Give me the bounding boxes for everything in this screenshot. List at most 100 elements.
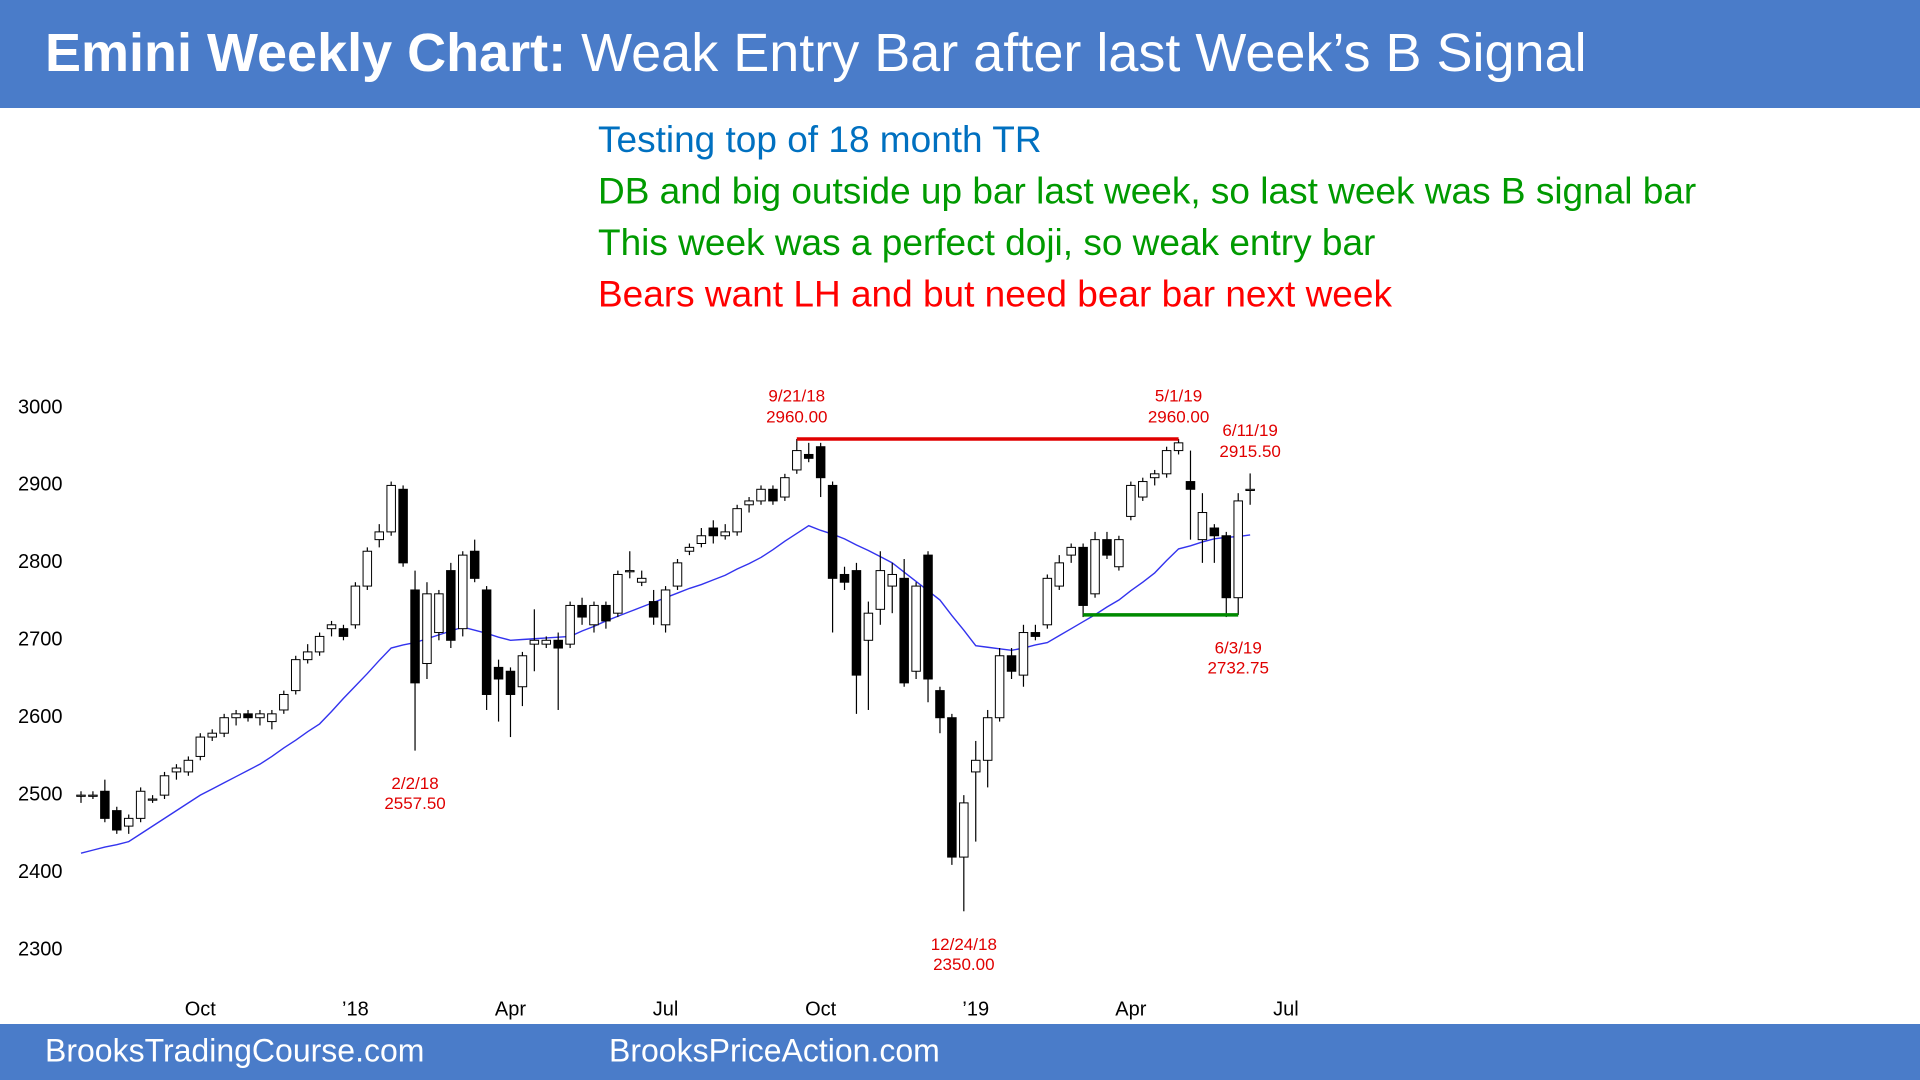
candle-body	[267, 713, 277, 723]
candle-body	[863, 612, 874, 641]
candle-body	[684, 546, 695, 552]
y-tick-label: 2500	[18, 783, 63, 805]
candle-body	[279, 693, 289, 711]
candle-body	[362, 550, 373, 587]
note: This week was a perfect doji, so weak en…	[598, 222, 1375, 263]
candle-body	[517, 655, 528, 688]
candle-body	[290, 659, 301, 692]
y-tick-label: 2300	[18, 938, 63, 960]
y-tick-label: 2400	[18, 861, 63, 883]
candle-body	[422, 593, 432, 665]
candle-body	[553, 639, 563, 649]
candle-body	[756, 488, 766, 502]
candle-body	[1197, 512, 1208, 541]
candle-body	[1018, 632, 1029, 676]
candle-body	[195, 736, 206, 757]
y-tick-label: 2700	[18, 629, 63, 651]
annotation-price: 2557.50	[384, 794, 445, 813]
note: Bears want LH and but need bear bar next…	[598, 273, 1392, 314]
candle-body	[493, 666, 504, 680]
candle-body	[1054, 562, 1065, 587]
annotation-price: 2732.75	[1207, 658, 1268, 677]
candle-body	[1090, 539, 1100, 595]
candle-body	[100, 790, 110, 819]
candle-body	[76, 794, 86, 797]
candle-body	[803, 453, 814, 459]
x-tick-label: ’18	[342, 998, 369, 1020]
candle-body	[171, 767, 182, 773]
annotation-price: 2960.00	[1148, 407, 1209, 426]
note: Testing top of 18 month TR	[598, 119, 1042, 160]
candle-body	[601, 604, 611, 622]
candle-body	[123, 817, 134, 827]
candle-body	[1102, 539, 1112, 556]
candle-body	[792, 450, 802, 471]
title-rest: Weak Entry Bar after last Week’s B Signa…	[566, 23, 1586, 83]
candle-body	[589, 604, 599, 626]
candle-body	[147, 798, 158, 801]
candle-body	[982, 717, 993, 761]
x-tick-label: Oct	[805, 998, 837, 1020]
candle-body	[314, 635, 325, 653]
annotation-date: 6/11/19	[1222, 421, 1277, 440]
candle-body	[112, 810, 122, 831]
annotation-date: 5/1/19	[1155, 386, 1202, 405]
candle-body	[911, 585, 921, 672]
candle-body	[1209, 527, 1220, 537]
candle-body	[1138, 481, 1148, 498]
candle-body	[469, 550, 480, 579]
y-tick-label: 2800	[18, 551, 63, 573]
x-tick-label: Apr	[1115, 998, 1146, 1020]
candle-body	[219, 717, 229, 734]
candle-body	[410, 589, 420, 684]
candle-body	[815, 446, 826, 479]
x-tick-label: Apr	[495, 998, 526, 1020]
candle-body	[398, 488, 408, 564]
candle-body	[1245, 488, 1255, 491]
candle-body	[625, 570, 635, 573]
candle-body	[899, 577, 909, 684]
annotation-date: 9/21/18	[768, 386, 825, 405]
candle-body	[541, 639, 552, 645]
candle-body	[1233, 500, 1243, 599]
annotation-date: 6/3/19	[1215, 638, 1262, 657]
candle-body	[672, 562, 683, 587]
candle-body	[88, 794, 98, 797]
candle-body	[839, 573, 850, 583]
moving-average	[80, 524, 1251, 854]
candle-body	[458, 554, 468, 630]
candle-body	[720, 531, 730, 537]
candle-body	[1173, 442, 1184, 452]
title: Emini Weekly Chart: Weak Entry Bar after…	[45, 23, 1587, 83]
footer-bar	[0, 1024, 1920, 1080]
x-tick-label: Jul	[653, 998, 679, 1020]
candle-body	[636, 577, 647, 583]
x-tick-label: ’19	[962, 998, 989, 1020]
candle-body	[231, 713, 241, 719]
candle-body	[326, 624, 337, 630]
y-tick-label: 2600	[18, 706, 63, 728]
annotation-date: 12/24/18	[931, 935, 997, 954]
candle-body	[827, 484, 838, 579]
annotation-price: 2915.50	[1219, 442, 1280, 461]
candle-body	[1030, 632, 1041, 637]
candle-body	[386, 484, 396, 533]
candle-body	[302, 651, 313, 661]
candle-body	[971, 759, 981, 773]
candle-body	[255, 713, 265, 719]
candle-body	[565, 604, 575, 645]
candle-body	[660, 589, 671, 626]
x-tick-label: Oct	[185, 998, 217, 1020]
candle-body	[529, 639, 540, 645]
title-lead: Emini Weekly Chart:	[45, 23, 566, 83]
candle-body	[851, 570, 862, 676]
candle-body	[135, 790, 146, 819]
candle-body	[875, 570, 886, 610]
candle-body	[780, 477, 790, 498]
candle-body	[338, 628, 349, 637]
candle-body	[243, 713, 253, 719]
title-bar	[0, 0, 1920, 108]
candle-body	[1078, 546, 1088, 606]
